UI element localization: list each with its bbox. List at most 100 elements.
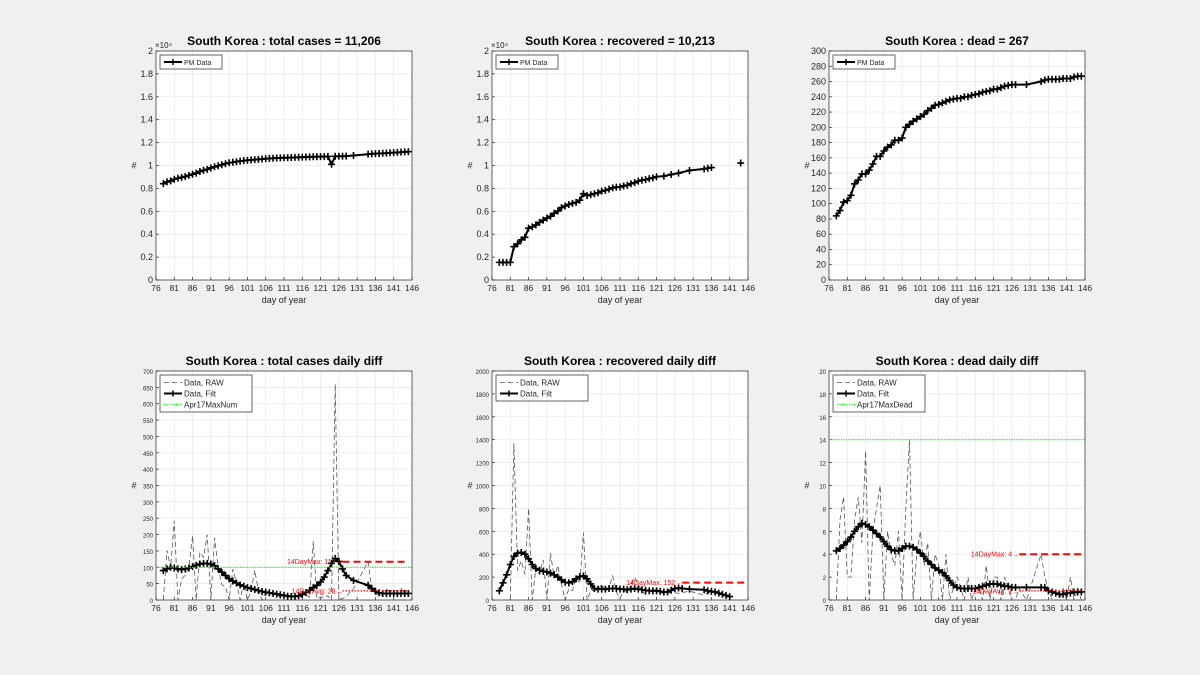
x-axis-label: day of year (262, 295, 307, 305)
data-point-marker (211, 562, 219, 570)
y-tick-label: 0.2 (140, 252, 153, 262)
data-point-marker (221, 160, 229, 168)
y-tick-label: 500 (143, 435, 154, 441)
data-point-marker (364, 581, 372, 589)
x-tick-label: 136 (704, 603, 718, 613)
y-tick-label: 6 (823, 530, 827, 536)
data-point-marker (543, 214, 551, 222)
x-tick-label: 136 (1041, 283, 1055, 293)
data-point-marker (902, 123, 910, 131)
legend-marker (506, 59, 512, 65)
data-point-marker (964, 93, 972, 101)
data-point-marker (207, 164, 215, 172)
data-point-marker (521, 550, 529, 558)
x-tick-label: 106 (932, 603, 946, 613)
data-point-marker (667, 586, 675, 594)
data-point-marker (660, 172, 668, 180)
data-point-marker (880, 538, 888, 546)
y-exponent-label: ×10⁴ (491, 41, 509, 50)
data-point-marker (495, 587, 503, 595)
y-tick-label: 450 (143, 452, 154, 458)
data-point-marker (1048, 588, 1056, 596)
x-tick-label: 101 (240, 283, 254, 293)
data-point-marker (707, 164, 715, 172)
data-point-marker (601, 186, 609, 194)
x-tick-label: 126 (668, 283, 682, 293)
x-tick-label: 141 (723, 283, 737, 293)
y-tick-label: 80 (816, 214, 826, 224)
data-point-marker (404, 589, 412, 597)
data-point-marker (605, 185, 613, 193)
x-tick-label: 146 (741, 603, 755, 613)
axes-box (828, 50, 1086, 281)
axes-box (491, 370, 749, 601)
x-tick-label: 116 (969, 283, 983, 293)
x-tick-label: 81 (170, 603, 180, 613)
data-point-marker (887, 546, 895, 554)
data-point-marker (642, 176, 650, 184)
data-point-marker (924, 557, 932, 565)
x-tick-label: 96 (897, 603, 907, 613)
legend-box (159, 54, 223, 70)
y-tick-label: 700 (143, 370, 154, 376)
reference-line-annotation: 14DayMax: 4→ (971, 552, 1082, 559)
x-tick-label: 101 (913, 603, 927, 613)
x-tick-label: 76 (824, 283, 834, 293)
data-point-marker (667, 170, 675, 178)
data-point-marker (510, 243, 518, 251)
x-tick-label: 91 (206, 283, 216, 293)
y-tick-label: 220 (811, 107, 826, 117)
y-tick-label: 60 (816, 229, 826, 239)
data-point-marker (342, 152, 350, 160)
x-tick-label: 96 (224, 283, 234, 293)
x-tick-label: 86 (524, 283, 534, 293)
y-tick-label: 1400 (476, 439, 490, 445)
y-tick-label: 1.8 (140, 69, 153, 79)
chart-title: South Korea : dead daily diff (876, 354, 1040, 368)
x-tick-label: 131 (686, 603, 700, 613)
data-point-marker (170, 175, 178, 183)
legend-box (495, 54, 559, 70)
x-tick-label: 106 (595, 283, 609, 293)
y-tick-label: 0.4 (140, 229, 153, 239)
legend-marker (843, 390, 849, 397)
x-tick-label: 116 (969, 603, 983, 613)
series-data-filt (832, 519, 1085, 598)
data-point-marker (909, 543, 917, 551)
x-tick-label: 76 (824, 603, 834, 613)
data-point-marker (832, 547, 840, 555)
axes-box (491, 50, 749, 281)
x-tick-label: 116 (632, 283, 646, 293)
x-tick-label: 106 (259, 603, 273, 613)
x-tick-label: 141 (1060, 603, 1074, 613)
x-tick-label: 131 (350, 283, 364, 293)
x-tick-label: 141 (387, 283, 401, 293)
x-tick-label: 96 (560, 603, 570, 613)
data-point-marker (536, 566, 544, 574)
x-tick-label: 111 (951, 603, 964, 613)
data-point-marker (1037, 78, 1045, 86)
x-tick-label: 111 (951, 283, 964, 293)
data-point-marker (328, 160, 336, 168)
data-point-marker (594, 189, 602, 197)
legend-entry: PM Data (857, 60, 884, 67)
data-point-marker (550, 571, 558, 579)
x-tick-label: 86 (524, 603, 534, 613)
data-point-marker (192, 169, 200, 177)
data-point-marker (931, 564, 939, 572)
subplot-3: 76 81 86 91 96 101 106 111 116 121 126 131 136 141 146… (804, 34, 1092, 305)
data-point-marker (181, 173, 189, 181)
data-point-marker (240, 582, 248, 590)
x-axis-label: day of year (598, 615, 643, 625)
x-tick-label: 101 (913, 283, 927, 293)
y-tick-label: 1.8 (476, 69, 489, 79)
data-point-marker (590, 190, 598, 198)
data-point-marker (200, 166, 208, 174)
data-point-marker (1041, 583, 1049, 591)
y-tick-label: 20 (816, 260, 826, 270)
x-tick-label: 111 (614, 283, 627, 293)
chart-title: South Korea : total cases = 11,206 (187, 34, 381, 48)
y-tick-label: 250 (143, 517, 154, 523)
data-point-marker (185, 171, 193, 179)
